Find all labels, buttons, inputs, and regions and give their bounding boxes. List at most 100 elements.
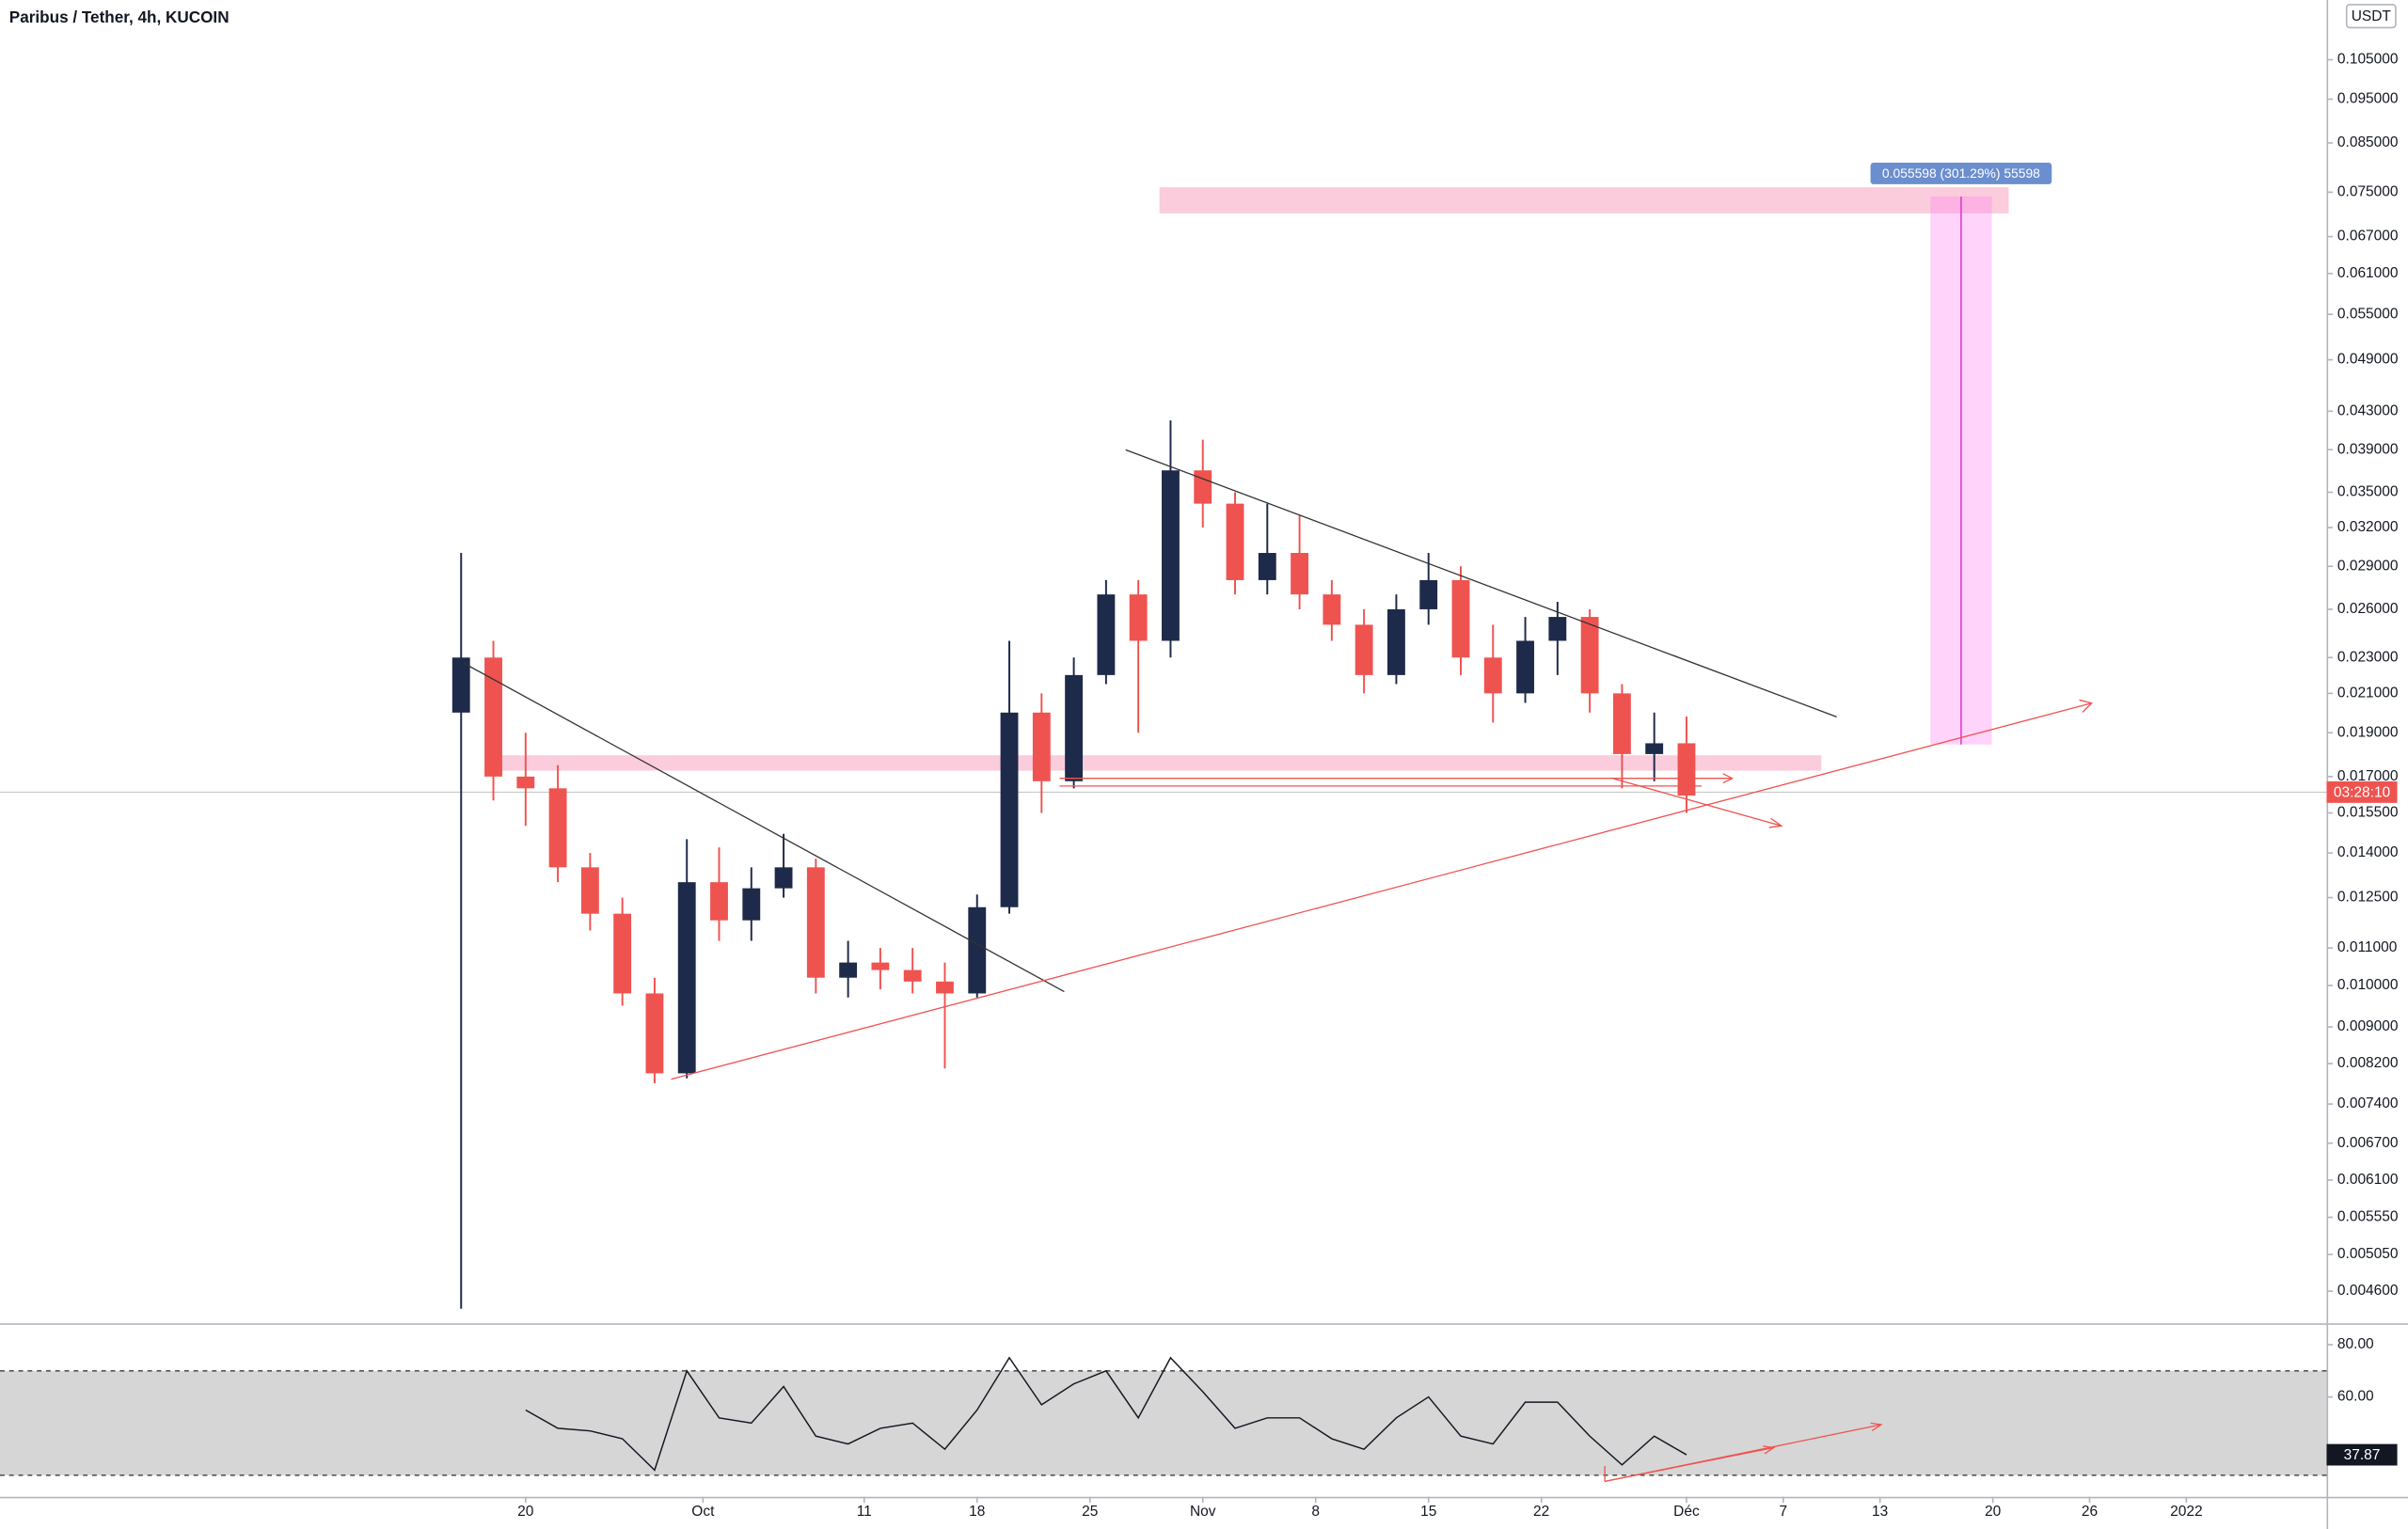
candle-body bbox=[1065, 674, 1084, 781]
candle-body bbox=[1162, 470, 1180, 641]
x-tick-label: 13 bbox=[1872, 1504, 1888, 1520]
y-tick-label: 0.010000 bbox=[2337, 977, 2399, 993]
candle-body bbox=[936, 981, 954, 994]
candle-body bbox=[548, 788, 567, 868]
measure-label-bg bbox=[1870, 163, 2052, 184]
y-tick-label: 0.061000 bbox=[2337, 265, 2399, 281]
y-tick-label: 0.021000 bbox=[2337, 685, 2399, 701]
candle-body bbox=[710, 882, 728, 921]
y-tick-label: 0.006700 bbox=[2337, 1135, 2399, 1151]
candle-body bbox=[580, 867, 599, 914]
y-tick-label: 60.00 bbox=[2337, 1389, 2374, 1405]
y-tick-label: 0.023000 bbox=[2337, 649, 2399, 665]
y-tick-label: 0.039000 bbox=[2337, 441, 2399, 457]
support-trend bbox=[671, 702, 2092, 1080]
y-tick-label: 0.007400 bbox=[2337, 1096, 2399, 1111]
candle-body bbox=[871, 962, 890, 970]
support-zone bbox=[491, 755, 1822, 771]
x-tick-label: 20 bbox=[517, 1504, 534, 1520]
y-tick-label: 0.009000 bbox=[2337, 1018, 2399, 1034]
candle-body bbox=[1645, 743, 1664, 754]
x-tick-label: 22 bbox=[1533, 1504, 1549, 1520]
candle-body bbox=[1483, 657, 1502, 694]
price-tag bbox=[2326, 780, 2398, 803]
arrow-head bbox=[2079, 699, 2093, 713]
y-tick-label: 0.043000 bbox=[2337, 402, 2399, 418]
y-tick-label: 0.026000 bbox=[2337, 601, 2399, 617]
y-tick-label: 0.005550 bbox=[2337, 1209, 2399, 1225]
rsi-value-label: 37.87 bbox=[2344, 1447, 2381, 1463]
candle-body bbox=[1516, 640, 1534, 694]
candle-body bbox=[1354, 624, 1373, 675]
candle-body bbox=[1129, 594, 1148, 641]
y-tick-label: 0.004600 bbox=[2337, 1283, 2399, 1299]
x-tick-label: 25 bbox=[1082, 1504, 1098, 1520]
candle-body bbox=[1097, 594, 1116, 675]
y-tick-label: 0.085000 bbox=[2337, 134, 2399, 150]
candle-body bbox=[774, 867, 793, 889]
y-tick-label: 0.017000 bbox=[2337, 768, 2399, 784]
candle-body bbox=[742, 888, 761, 921]
candle-body bbox=[677, 882, 696, 1074]
chart-title: Paribus / Tether, 4h, KUCOIN bbox=[9, 8, 230, 26]
candle-body bbox=[1386, 608, 1405, 675]
y-tick-label: 0.005050 bbox=[2337, 1246, 2399, 1262]
x-tick-label: Oct bbox=[691, 1504, 715, 1520]
y-tick-label: 0.032000 bbox=[2337, 519, 2399, 535]
x-tick-label: 20 bbox=[1985, 1504, 2002, 1520]
y-tick-label: 0.012500 bbox=[2337, 890, 2399, 906]
candle-body bbox=[1032, 712, 1051, 781]
red-drawings bbox=[671, 699, 2093, 1483]
y-tick-label: 0.011000 bbox=[2337, 939, 2398, 955]
candle-body bbox=[484, 657, 502, 777]
candle-body bbox=[1194, 470, 1212, 504]
candle-body bbox=[1677, 743, 1696, 796]
candle-body bbox=[516, 776, 535, 789]
y-tick-label: 0.105000 bbox=[2337, 52, 2399, 68]
x-tick-label: Déc bbox=[1673, 1504, 1700, 1520]
currency-box[interactable] bbox=[2345, 4, 2397, 29]
candle-body bbox=[1226, 503, 1244, 580]
rsi-value-tag bbox=[2326, 1443, 2398, 1466]
candles bbox=[452, 420, 1696, 1309]
candle-body bbox=[452, 657, 470, 713]
rsi-band bbox=[0, 1370, 2327, 1475]
candle-body bbox=[613, 913, 632, 994]
x-tick-label: 2022 bbox=[2170, 1504, 2202, 1520]
y-tick-label: 0.019000 bbox=[2337, 724, 2399, 740]
x-tick-label: Nov bbox=[1190, 1504, 1216, 1520]
countdown: 03:28:10 bbox=[2334, 784, 2391, 800]
candle-body bbox=[1580, 617, 1599, 694]
arrow-head bbox=[1722, 773, 1735, 784]
candle-body bbox=[1291, 553, 1309, 595]
x-tick-label: 15 bbox=[1420, 1504, 1436, 1520]
currency[interactable]: USDT bbox=[2352, 8, 2392, 24]
candle-body bbox=[1612, 693, 1631, 754]
x-tick-label: 11 bbox=[857, 1504, 872, 1520]
candle-body bbox=[1451, 579, 1470, 658]
candle-body bbox=[1258, 553, 1276, 580]
y-tick-label: 0.055000 bbox=[2337, 306, 2399, 322]
candle-body bbox=[1419, 579, 1438, 609]
x-tick-label: 8 bbox=[1311, 1504, 1320, 1520]
arrow-head bbox=[1763, 1445, 1776, 1455]
y-tick-label: 0.029000 bbox=[2337, 558, 2399, 574]
resistance-zone bbox=[1159, 187, 2009, 213]
rsi-line bbox=[525, 1356, 1687, 1472]
candle-body bbox=[1000, 712, 1019, 907]
trend-line bbox=[1125, 449, 1837, 718]
x-tick-label: 26 bbox=[2082, 1504, 2098, 1520]
arrow-head bbox=[1768, 817, 1783, 828]
y-tick-label: 80.00 bbox=[2337, 1336, 2374, 1352]
candle-body bbox=[1323, 594, 1341, 625]
rsi-arrow bbox=[1604, 1446, 1774, 1483]
x-tick-label: 7 bbox=[1779, 1504, 1787, 1520]
measure-label: 0.055598 (301.29%) 55598 bbox=[1882, 166, 2040, 181]
candle-body bbox=[903, 969, 922, 982]
y-tick-label: 0.006100 bbox=[2337, 1172, 2399, 1188]
y-tick-label: 0.075000 bbox=[2337, 183, 2399, 199]
arrow-head bbox=[1870, 1422, 1883, 1432]
arrow-line bbox=[1612, 778, 1782, 827]
y-tick-label: 0.049000 bbox=[2337, 352, 2399, 368]
